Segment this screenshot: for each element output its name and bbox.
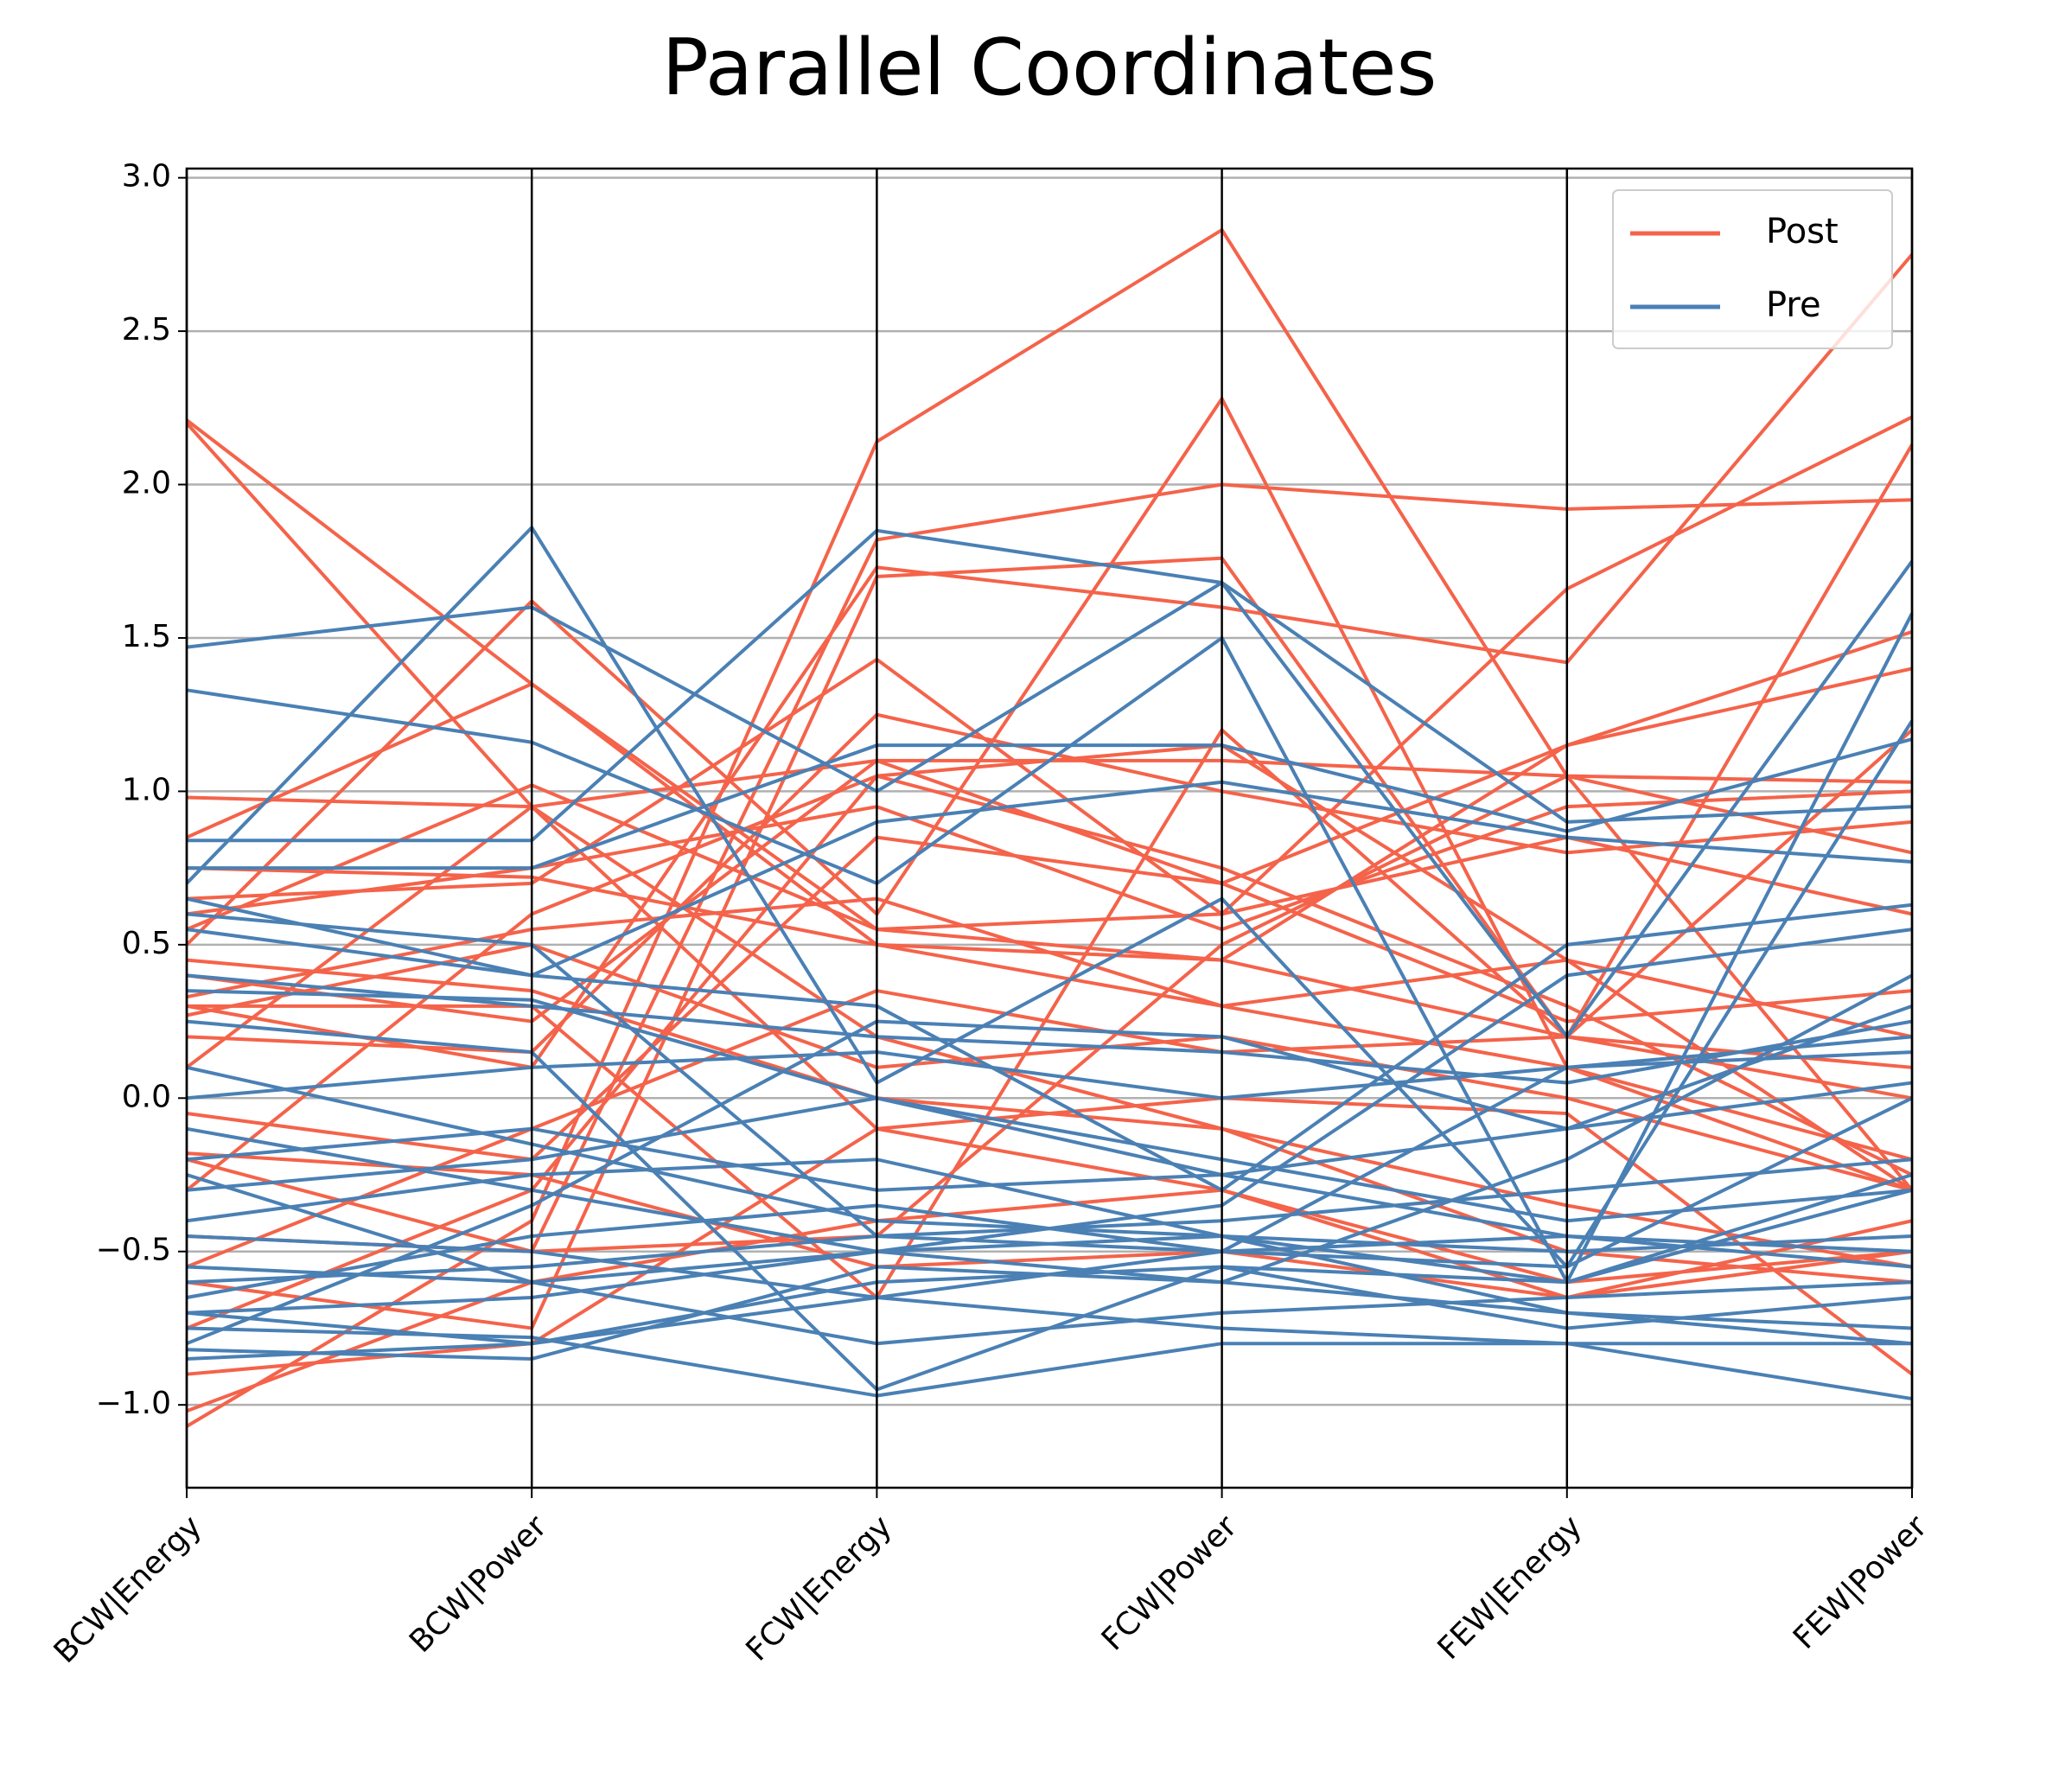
series-line — [186, 1081, 1913, 1192]
series-line — [185, 804, 1913, 1285]
series-line — [186, 1265, 1913, 1361]
series-line — [186, 942, 1913, 1192]
series-line — [186, 1326, 1913, 1401]
series-line — [187, 737, 1913, 870]
x-tick-label: FEW|Energy — [1431, 1508, 1590, 1667]
y-tick-label: 0.5 — [122, 926, 171, 961]
series-line — [186, 774, 1913, 1330]
series-line — [186, 1096, 1913, 1223]
series-line — [186, 758, 1913, 809]
series-line — [186, 896, 1913, 1193]
series-line — [186, 482, 1913, 1254]
series-line — [186, 989, 1913, 1269]
series-line — [186, 1157, 1913, 1285]
legend-label: Post — [1766, 212, 1839, 252]
x-tick-label: FCW|Power — [1095, 1508, 1244, 1657]
series-line — [186, 560, 1914, 1040]
series-line — [186, 712, 1913, 1055]
chart-title: Parallel Coordinates — [662, 22, 1437, 113]
x-tick-label: FEW|Power — [1787, 1508, 1934, 1656]
series-line — [185, 418, 1913, 1100]
series-line — [186, 780, 1913, 978]
series-line — [186, 1265, 1913, 1346]
legend-box — [1612, 189, 1893, 349]
series-line — [186, 989, 1913, 1269]
series-line — [186, 253, 1914, 1070]
series-line — [186, 783, 1913, 932]
series-line — [186, 1188, 1913, 1413]
series-line — [186, 973, 1913, 1285]
series-line — [186, 866, 1913, 1192]
y-tick-label: 0.0 — [122, 1079, 171, 1114]
y-tick-label: 2.0 — [122, 466, 171, 501]
x-tick-label: BCW|Power — [403, 1508, 554, 1660]
legend-label: Pre — [1766, 285, 1821, 325]
series-line — [186, 1173, 1913, 1315]
series-line — [186, 1157, 1913, 1253]
series-line — [186, 1096, 1914, 1376]
series-line — [185, 227, 1914, 1428]
series-line — [186, 1151, 1913, 1300]
series-line — [186, 1004, 1913, 1346]
series-line — [186, 973, 1913, 1085]
series-line — [187, 727, 1914, 1301]
plot-frame — [185, 167, 1914, 1489]
series-line — [185, 422, 1913, 1285]
series-line — [187, 528, 1913, 843]
series-line — [186, 1295, 1912, 1361]
x-tick-label: FCW|Energy — [740, 1508, 899, 1668]
y-tick-label: 2.5 — [122, 312, 171, 348]
y-tick-label: −0.5 — [96, 1233, 171, 1268]
y-tick-label: 1.5 — [122, 619, 171, 654]
series-line — [186, 612, 1914, 1286]
series-line — [186, 415, 1913, 916]
series-line — [185, 524, 1914, 1270]
y-tick-label: 3.0 — [122, 159, 171, 195]
series-line — [186, 1035, 1913, 1100]
y-tick-label: −1.0 — [96, 1386, 171, 1421]
y-tick-label: 1.0 — [122, 772, 171, 807]
series-line — [185, 395, 1913, 1162]
x-tick-label: BCW|Energy — [48, 1508, 209, 1670]
